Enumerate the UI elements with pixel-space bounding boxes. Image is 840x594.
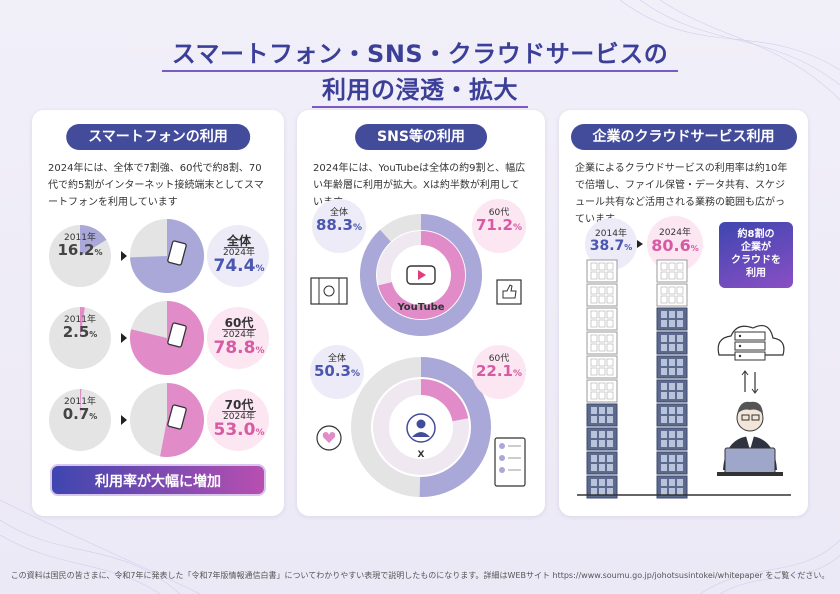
youtube-total-bubble	[312, 199, 366, 253]
x-total-bubble	[310, 345, 364, 399]
page-title-line2: 利用の浸透・拡大	[312, 76, 528, 108]
arrow-icon	[121, 333, 127, 343]
pie-2011-2-slice	[80, 389, 82, 420]
pie-2024-0-slice	[130, 219, 204, 293]
youtube-60s-value: 60代 71.2%	[475, 208, 523, 234]
page-title: スマートフォン・SNS・クラウドサービスの	[0, 34, 840, 72]
pie-2011-0-slice	[80, 225, 107, 256]
value-2011: 0.7	[62, 405, 90, 423]
x-60s-arc	[420, 379, 469, 422]
callout-line-2: 企業が	[741, 242, 771, 253]
usage-increase-banner: 利用率が大幅に増加	[50, 464, 266, 496]
smartphone-2011-value-1: 2011年 2.5%	[54, 316, 106, 340]
office-worker-icon	[717, 401, 783, 476]
value-bubble	[207, 389, 269, 451]
smartphone-description: 2024年には、全体で7割強、60代で約8割、70代で約5割がインターネット接続…	[48, 163, 264, 208]
age-category: 60代	[221, 317, 257, 330]
x-60s-value: 60代 22.1%	[475, 354, 523, 380]
x-60s-bubble	[472, 345, 526, 399]
x-total-value: 全体 50.3%	[313, 354, 361, 380]
arrow-icon	[121, 251, 127, 261]
value-2024-bubble	[647, 216, 703, 272]
cloud-2024-value: 2024年 80.6%	[651, 228, 699, 255]
value-bubble	[207, 307, 269, 369]
pie-2024-1-slice	[130, 301, 205, 376]
footer-note: この資料は国民の皆さまに、令和7年に発表した「令和7年版情報通信白書」についてわ…	[10, 571, 830, 580]
sns-heading: SNS等の利用	[355, 124, 487, 150]
smartphone-heading: スマートフォンの利用	[66, 124, 250, 150]
cloud-server-icon	[717, 325, 785, 361]
cloud-description: 企業によるクラウドサービスの利用率は約10年で倍増し、ファイル保管・データ共有、…	[575, 163, 788, 225]
page-subtitle: 利用の浸透・拡大	[0, 70, 840, 108]
value-2011: 16.2	[57, 241, 95, 259]
youtube-icon	[406, 265, 436, 285]
like-icon	[496, 279, 522, 305]
sync-arrows-icon	[741, 370, 759, 394]
youtube-total-arc	[360, 214, 482, 336]
smartphone-icon	[167, 240, 187, 266]
youtube-label: YouTube	[396, 302, 444, 313]
youtube-60s-arc	[378, 231, 465, 319]
callout-line-1: 約8割の	[737, 229, 775, 240]
value-2011: 2.5	[62, 323, 90, 341]
building-2024	[656, 259, 688, 499]
arrow-icon	[121, 415, 127, 425]
building-2014	[586, 259, 618, 499]
age-category: 全体	[223, 235, 254, 248]
smartphone-2011-value-2: 2011年 0.7%	[54, 398, 106, 422]
page-title-line1: スマートフォン・SNS・クラウドサービスの	[161, 40, 679, 72]
sns-charts: YouTube X	[310, 199, 526, 497]
callout-line-3: クラウドを	[731, 255, 781, 266]
arrow-icon	[637, 240, 643, 248]
smartphone-charts	[49, 219, 269, 457]
year-2011-label: 2011年	[64, 397, 96, 407]
smartphone-2024-value-0: 全体 2024年 74.4%	[213, 234, 265, 276]
cloud-heading: 企業のクラウドサービス利用	[570, 124, 797, 150]
video-edit-icon	[310, 277, 348, 305]
pie-2011-1-slice	[80, 307, 85, 338]
smartphone-icon	[167, 404, 187, 430]
cloud-illustration	[577, 216, 791, 499]
feed-icon	[494, 437, 526, 487]
heart-icon	[316, 425, 342, 451]
smartphone-2024-value-1: 60代 2024年 78.8%	[213, 316, 265, 358]
x-total-arc	[419, 357, 492, 497]
year-2011-label: 2011年	[64, 233, 96, 243]
youtube-total-value: 全体 88.3%	[315, 208, 363, 234]
year-2011-label: 2011年	[64, 315, 96, 325]
smartphone-2024-value-2: 70代 2024年 53.0%	[213, 398, 265, 440]
smartphone-2011-value-0: 2011年 16.2%	[54, 234, 106, 258]
youtube-60s-bubble	[472, 199, 526, 253]
callout-line-4: 利用	[746, 268, 766, 279]
value-bubble	[207, 225, 269, 287]
smartphone-icon	[167, 322, 187, 348]
x-label: X	[418, 450, 425, 460]
value-2014-bubble	[585, 218, 637, 270]
cloud-callout: 約8割の 企業が クラウドを 利用	[719, 222, 793, 288]
cloud-2014-value: 2014年 38.7%	[589, 229, 633, 254]
age-category: 70代	[221, 399, 257, 412]
user-icon	[406, 413, 436, 443]
